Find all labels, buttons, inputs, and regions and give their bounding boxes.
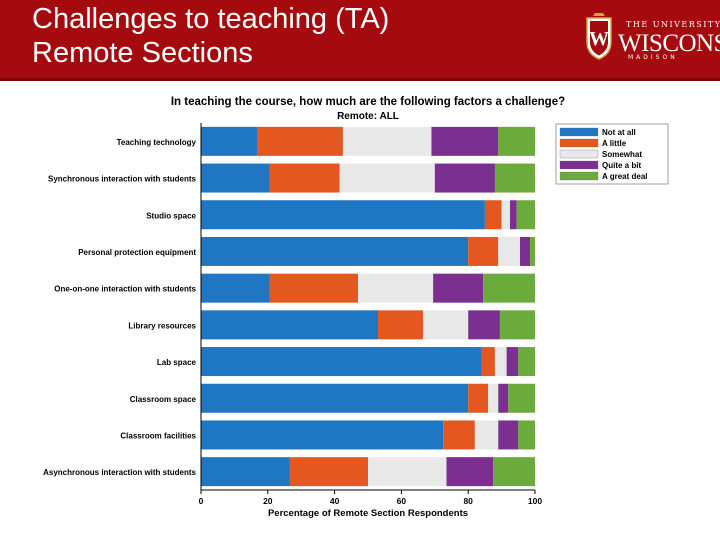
bar-7-not-at-all	[201, 347, 482, 377]
university-logo: W THE UNIVERSITY WISCONSIN MADISON	[584, 12, 720, 62]
legend-entry: Somewhat	[602, 150, 642, 159]
crest-letter: W	[589, 28, 609, 50]
bar-7-a-great-deal	[518, 347, 535, 377]
x-tick-label: 80	[463, 496, 473, 506]
bar-1-a-great-deal	[498, 126, 535, 156]
bar-4-not-at-all	[201, 236, 469, 266]
bar-5-not-at-all	[201, 273, 270, 303]
bar-8-quite-a-bit	[498, 383, 509, 413]
bar-3-a-little	[484, 200, 502, 230]
bar-4-a-great-deal	[529, 236, 535, 266]
chart-title: In teaching the course, how much are the…	[171, 96, 565, 108]
category-label: Studio space	[146, 211, 196, 220]
logo-line-main: WISCONSIN	[618, 30, 720, 57]
bar-7-quite-a-bit	[506, 347, 519, 377]
bar-9-not-at-all	[201, 420, 444, 450]
bar-6-a-little	[378, 310, 424, 340]
legend-swatch	[559, 149, 599, 159]
bar-2-a-great-deal	[494, 163, 535, 193]
bar-9-quite-a-bit	[498, 420, 519, 450]
bar-5-a-little	[269, 273, 358, 303]
bar-5-quite-a-bit	[433, 273, 484, 303]
x-tick-label: 0	[199, 496, 204, 506]
bar-3-quite-a-bit	[509, 200, 517, 230]
bar-9-a-great-deal	[518, 420, 535, 450]
category-label: Lab space	[157, 358, 197, 367]
category-label: Classroom facilities	[120, 431, 196, 440]
bar-2-not-at-all	[201, 163, 270, 193]
bar-4-somewhat	[498, 236, 520, 266]
legend-swatch	[559, 160, 599, 170]
bar-6-quite-a-bit	[468, 310, 500, 340]
bar-10-a-great-deal	[493, 457, 535, 487]
bar-3-somewhat	[501, 200, 510, 230]
chart-subtitle: Remote: ALL	[337, 111, 399, 122]
bar-1-a-little	[257, 126, 343, 156]
x-tick-label: 20	[263, 496, 273, 506]
bar-8-a-great-deal	[508, 383, 535, 413]
bar-10-a-little	[289, 457, 368, 487]
logo-line-top: THE UNIVERSITY	[626, 20, 720, 29]
bar-1-somewhat	[342, 126, 432, 156]
category-label: Personal protection equipment	[78, 248, 196, 257]
bar-1-not-at-all	[201, 126, 258, 156]
bar-4-a-little	[468, 236, 499, 266]
bar-8-a-little	[468, 383, 489, 413]
bar-7-somewhat	[494, 347, 507, 377]
category-label: Library resources	[128, 321, 196, 330]
bar-6-a-great-deal	[499, 310, 535, 340]
stacked-bar-chart: In teaching the course, how much are the…	[43, 96, 669, 519]
legend-swatch	[559, 171, 599, 181]
category-label: Classroom space	[130, 395, 197, 404]
legend-swatch	[559, 127, 599, 137]
bar-8-not-at-all	[201, 383, 469, 413]
logo-line-sub: MADISON	[628, 54, 678, 61]
x-tick-label: 40	[330, 496, 340, 506]
bar-3-not-at-all	[201, 200, 485, 230]
legend-entry: Quite a bit	[602, 161, 641, 170]
bar-9-somewhat	[474, 420, 499, 450]
bar-6-not-at-all	[201, 310, 379, 340]
bar-9-a-little	[443, 420, 475, 450]
bar-3-a-great-deal	[516, 200, 535, 230]
crest-icon: W	[586, 13, 612, 60]
category-label: One-on-one interaction with students	[54, 285, 196, 294]
x-tick-label: 100	[528, 496, 542, 506]
bar-7-a-little	[481, 347, 495, 377]
slide-header: Challenges to teaching (TA) Remote Secti…	[0, 0, 720, 81]
bar-10-not-at-all	[201, 457, 290, 487]
legend-entry: A great deal	[602, 172, 648, 181]
bar-10-quite-a-bit	[446, 457, 494, 487]
bar-1-quite-a-bit	[431, 126, 499, 156]
category-label: Asynchronous interaction with students	[43, 468, 196, 477]
bar-4-quite-a-bit	[519, 236, 530, 266]
legend-swatch	[559, 138, 599, 148]
bar-8-somewhat	[488, 383, 499, 413]
bar-6-somewhat	[423, 310, 469, 340]
bar-5-somewhat	[357, 273, 434, 303]
legend-entry: A little	[602, 139, 627, 148]
category-label: Teaching technology	[117, 138, 197, 147]
bar-10-somewhat	[368, 457, 447, 487]
legend-entry: Not at all	[602, 128, 636, 137]
x-axis-label: Percentage of Remote Section Respondents	[268, 508, 468, 519]
slide-title: Challenges to teaching (TA) Remote Secti…	[32, 3, 390, 69]
bar-2-somewhat	[339, 163, 435, 193]
x-tick-label: 60	[397, 496, 407, 506]
bar-2-a-little	[269, 163, 340, 193]
category-label: Synchronous interaction with students	[48, 175, 197, 184]
bar-2-quite-a-bit	[434, 163, 495, 193]
bar-5-a-great-deal	[483, 273, 535, 303]
